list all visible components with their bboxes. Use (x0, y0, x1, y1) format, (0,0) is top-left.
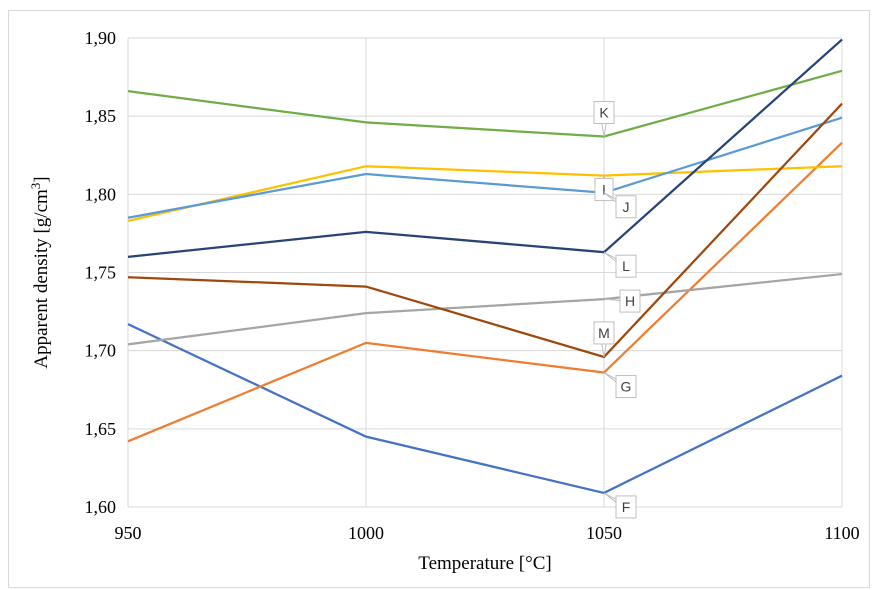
x-tick-label: 1050 (586, 523, 622, 543)
y-tick-label: 1,75 (85, 263, 117, 283)
callout-label: I (602, 182, 606, 198)
line-chart: K I J L HM G F 1,60 1,65 1,70 1,75 1,80 1,85 1,90 950… (28, 28, 860, 574)
callout-J: J (603, 192, 637, 219)
callout-box (615, 195, 637, 219)
callout-L: L (603, 251, 637, 278)
y-tick-label: 1,60 (85, 497, 117, 517)
series-line-H (127, 272, 843, 346)
series-line-M (127, 102, 843, 359)
callout-K: K (593, 100, 615, 137)
series-line-K (127, 69, 843, 138)
callout-box (615, 254, 637, 278)
callout-box (593, 321, 615, 345)
x-tick-label: 1100 (824, 523, 859, 543)
callout-label: J (623, 199, 630, 215)
series-line-G (127, 141, 843, 443)
callout-label: K (599, 104, 609, 120)
y-tick-label: 1,90 (85, 28, 117, 48)
y-tick-label: 1,85 (85, 106, 117, 126)
tick-labels: 1,60 1,65 1,70 1,75 1,80 1,85 1,90 950 1000 1050 1… (85, 28, 860, 543)
x-tick-label: 1000 (348, 523, 384, 543)
callout-label: G (621, 379, 632, 395)
y-tick-label: 1,80 (85, 184, 117, 204)
callout-label: M (598, 325, 610, 341)
x-axis-title: Temperature [°C] (418, 553, 551, 574)
callout-label: L (622, 258, 630, 274)
callout-label: F (622, 499, 631, 515)
y-tick-label: 1,65 (85, 419, 117, 439)
y-tick-label: 1,70 (85, 341, 117, 361)
y-axis-title-main: Apparent density [g/cm (31, 189, 52, 369)
callout-M: M (593, 321, 615, 358)
callout-label: H (625, 293, 635, 309)
series-line-L (127, 38, 843, 258)
y-axis-title-end: ] (31, 176, 52, 182)
callout-G: G (603, 372, 637, 399)
series-line-I (127, 165, 843, 223)
callout-box (593, 100, 615, 124)
y-axis-title-sup: 3 (28, 183, 43, 190)
callout-box (615, 495, 637, 519)
callout-box (615, 375, 637, 399)
series-line-F (127, 323, 843, 495)
callout-box (619, 289, 641, 313)
gridlines (127, 37, 843, 508)
y-axis-title: Apparent density [g/cm3] (28, 176, 52, 368)
data-callouts: K I J L HM G F (593, 100, 641, 519)
series-lines (127, 38, 843, 495)
callout-H: H (603, 289, 641, 313)
series-line-J (127, 116, 843, 219)
callout-F: F (603, 492, 637, 519)
x-tick-label: 950 (115, 523, 142, 543)
